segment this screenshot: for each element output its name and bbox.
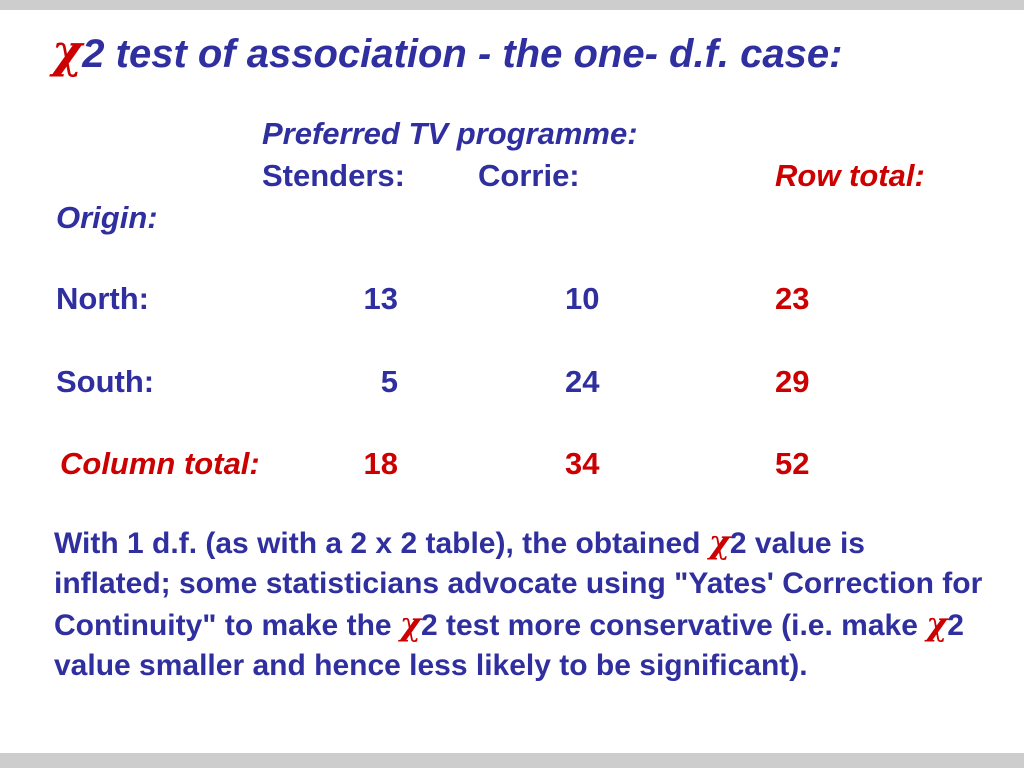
row-label-south: South: (56, 364, 155, 399)
chi-symbol: χ (926, 605, 948, 643)
row-label-column-total: Column total: (60, 446, 260, 481)
paragraph-segment: 2 test more conservative (i.e. make (420, 609, 927, 642)
paragraph-segment: 2 value is inflated; some statisticians … (54, 527, 983, 642)
slide-title-text: 2 test of association - the one- d.f. ca… (82, 32, 843, 76)
paragraph-segment: With 1 d.f. (as with a 2 x 2 table), the… (54, 527, 709, 560)
col-header-stenders: Stenders: (262, 158, 405, 193)
cell-south-corrie: 24 (565, 364, 600, 399)
cell-column-total-stenders: 18 (363, 446, 398, 481)
cell-north-row-total: 23 (775, 281, 810, 316)
slide-title: χ2 test of association - the one- d.f. c… (52, 24, 842, 78)
table-header-preferred-tv: Preferred TV programme: (262, 116, 638, 151)
cell-north-stenders: 13 (363, 281, 398, 316)
row-label-north: North: (56, 281, 149, 316)
row-label-origin: Origin: (56, 200, 158, 235)
cell-south-stenders: 5 (380, 364, 398, 399)
cell-south-row-total: 29 (775, 364, 810, 399)
cell-north-corrie: 10 (565, 281, 600, 316)
paragraph-segment: 2 value smaller and hence less likely to… (54, 609, 964, 682)
letterbox-bottom-bar (0, 753, 1024, 768)
letterbox-top-bar (0, 0, 1024, 10)
cell-grand-total: 52 (775, 446, 810, 481)
body-paragraph: With 1 d.f. (as with a 2 x 2 table), the… (54, 522, 986, 686)
chi-symbol: χ (399, 605, 421, 643)
chi-symbol: χ (52, 24, 83, 78)
cell-column-total-corrie: 34 (565, 446, 600, 481)
col-header-corrie: Corrie: (478, 158, 580, 193)
chi-symbol: χ (708, 523, 730, 561)
col-header-row-total: Row total: (775, 158, 925, 193)
